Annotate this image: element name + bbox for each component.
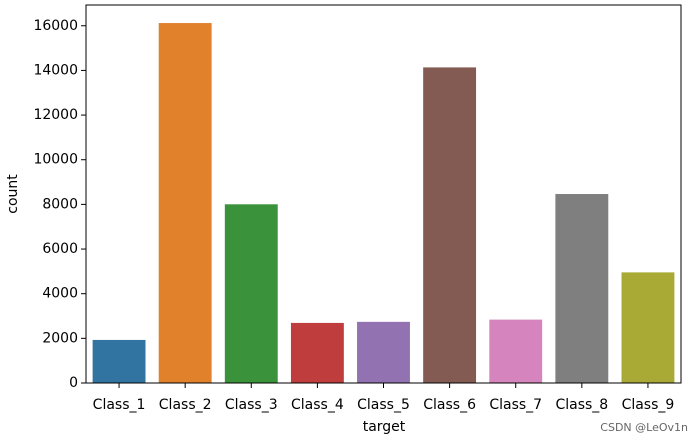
bar xyxy=(224,204,278,383)
y-tick-label: 16000 xyxy=(33,18,78,34)
bar xyxy=(489,319,543,383)
x-tick-label: Class_5 xyxy=(357,397,410,413)
x-tick-label: Class_2 xyxy=(159,397,212,413)
y-tick-label: 14000 xyxy=(33,62,78,78)
x-tick-label: Class_9 xyxy=(622,397,675,413)
bar xyxy=(158,23,212,383)
y-axis-label: count xyxy=(5,174,21,214)
y-tick-label: 4000 xyxy=(42,286,78,302)
bar xyxy=(290,322,344,383)
y-tick-label: 12000 xyxy=(33,107,78,123)
plot-frame xyxy=(85,4,682,384)
bar xyxy=(621,272,675,383)
y-tick-label: 8000 xyxy=(42,196,78,212)
x-tick-label: Class_1 xyxy=(93,397,146,413)
bar xyxy=(423,67,477,384)
x-tick-label: Class_7 xyxy=(489,397,542,413)
bar xyxy=(357,321,410,383)
bar xyxy=(92,339,146,383)
y-tick-label: 10000 xyxy=(33,152,78,168)
x-axis-label: target xyxy=(363,419,406,435)
x-tick-label: Class_3 xyxy=(225,397,278,413)
x-tick-label: Class_6 xyxy=(423,397,476,413)
x-tick-label: Class_8 xyxy=(555,397,608,413)
x-tick-label: Class_4 xyxy=(291,397,344,413)
y-tick-label: 0 xyxy=(69,375,78,391)
y-tick-label: 2000 xyxy=(42,330,78,346)
y-tick-label: 6000 xyxy=(42,241,78,257)
bar xyxy=(555,194,609,383)
watermark: CSDN @LeOv1n xyxy=(600,421,688,434)
